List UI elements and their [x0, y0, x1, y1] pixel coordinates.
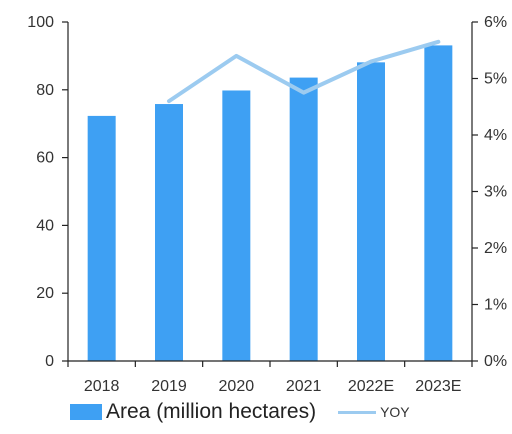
right-tick-label: 0% [484, 353, 507, 370]
right-tick-label: 4% [484, 127, 507, 144]
bar-2020 [222, 90, 251, 361]
combo-chart: 0 20 40 60 80 100 0% 1% 2% 3% 4% 5% 6% 2018 2019 2020 20… [27, 14, 507, 395]
x-tick-label-2019: 2019 [151, 378, 187, 395]
bar-2021 [289, 77, 318, 361]
chart-legend: Area (million hectares) YOY [70, 400, 410, 424]
legend-item-area: Area (million hectares) [70, 400, 316, 424]
bar-2022E [357, 62, 385, 361]
x-tick-label-2021: 2021 [286, 378, 322, 395]
left-tick-label: 40 [36, 217, 54, 234]
left-tick-label: 0 [45, 353, 54, 370]
x-tick-label-2022E: 2022E [348, 378, 394, 395]
bar-2018 [87, 115, 116, 361]
right-tick-label: 3% [484, 184, 507, 201]
bar-2019 [155, 104, 183, 362]
legend-label-area: Area (million hectares) [106, 400, 317, 423]
x-tick-label-2018: 2018 [84, 378, 120, 395]
left-tick-label: 60 [36, 150, 54, 167]
legend-swatch-yoy [338, 410, 377, 414]
legend-label-yoy: YOY [380, 404, 410, 420]
yoy-line [167, 39, 441, 104]
legend-item-yoy: YOY [338, 404, 410, 420]
left-tick-label: 100 [27, 14, 54, 31]
right-tick-label: 1% [484, 297, 507, 314]
x-tick-label-2023E: 2023E [415, 378, 461, 395]
right-tick-label: 2% [484, 240, 507, 257]
legend-swatch-area [70, 404, 102, 420]
right-tick-label: 5% [484, 71, 507, 88]
left-tick-label: 20 [36, 285, 54, 302]
x-tick-label-2020: 2020 [219, 378, 255, 395]
left-tick-label: 80 [36, 82, 54, 99]
bar-2023E [424, 45, 453, 362]
right-tick-label: 6% [484, 14, 507, 31]
